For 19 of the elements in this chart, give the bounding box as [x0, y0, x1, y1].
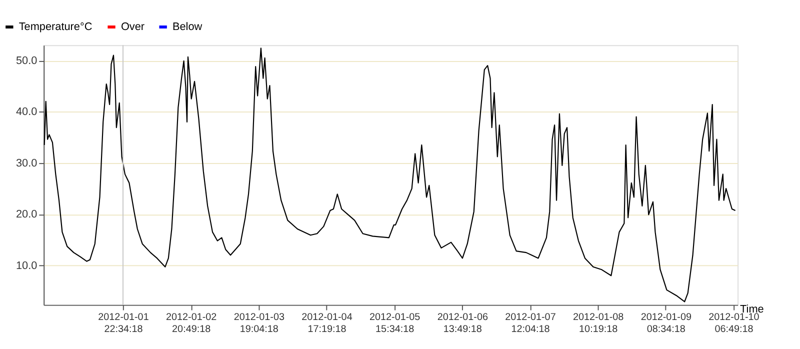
y-tick-label: 50.0	[16, 54, 38, 67]
x-tick-label: 2012-01-02 20:49:18	[166, 312, 218, 336]
x-tick-label: 2012-01-10 06:49:18	[708, 312, 760, 336]
x-tick-label: 2012-01-07 12:04:18	[505, 312, 556, 336]
x-tick-label: 2012-01-04 17:19:18	[302, 312, 353, 336]
y-tick-label: 40.0	[16, 106, 38, 118]
x-tick-label: 2012-01-09 08:34:18	[640, 312, 692, 336]
x-tick-label: 2012-01-03 19:04:18	[234, 312, 285, 336]
legend-label: Over	[120, 20, 145, 33]
line-series	[44, 48, 736, 302]
x-tick-label: 2012-01-01 22:34:18	[98, 312, 150, 336]
legend-label: Temperature°C	[18, 20, 92, 33]
x-tick-label: 2012-01-08 10:19:18	[572, 312, 624, 336]
x-tick-label: 2012-01-05 15:34:18	[369, 312, 421, 336]
y-tick-label: 30.0	[16, 157, 38, 170]
y-tick-label: 20.0	[16, 208, 38, 221]
y-tick-label: 10.0	[16, 260, 38, 272]
legend-label: Below	[172, 20, 202, 33]
x-tick-label: 2012-01-06 13:49:18	[437, 312, 488, 336]
